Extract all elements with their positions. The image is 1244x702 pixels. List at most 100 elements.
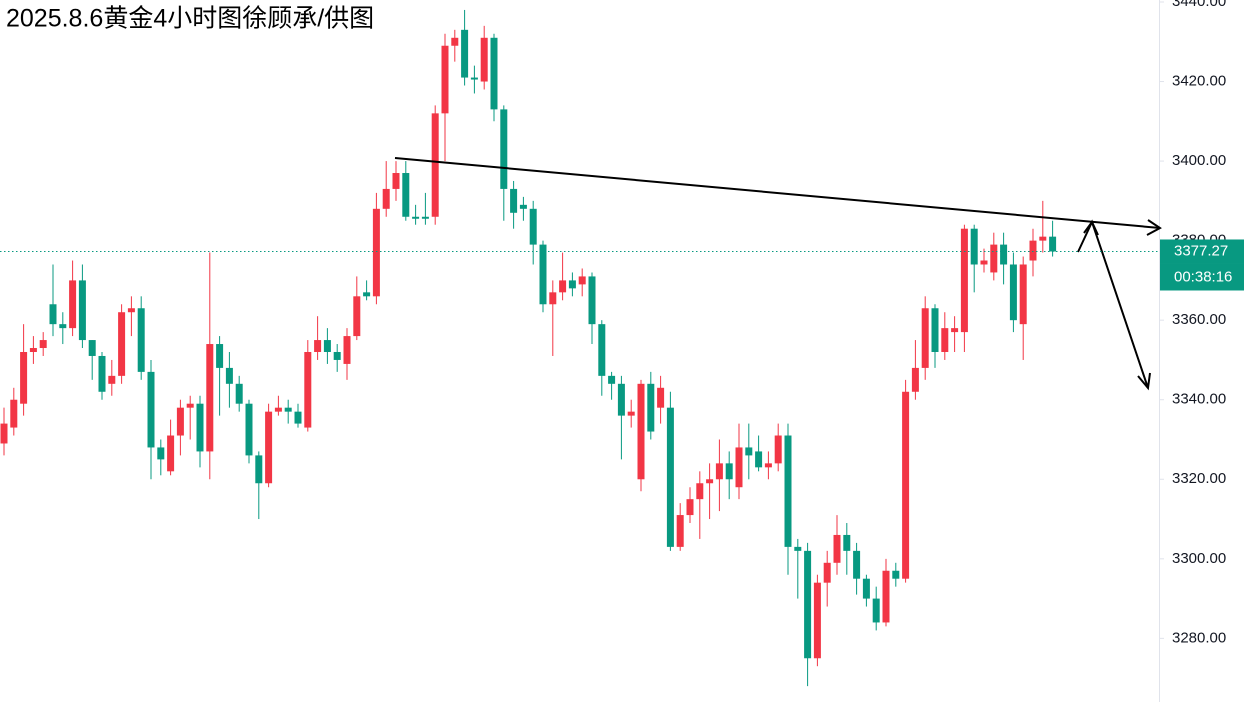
candle-body [647, 383, 655, 432]
candle-body [637, 383, 645, 480]
candle-body [725, 463, 733, 480]
candle-body [911, 367, 919, 392]
candle-body [902, 391, 910, 579]
candle-body [255, 455, 263, 484]
candle-body [1019, 264, 1027, 325]
candle-body [78, 280, 86, 341]
candle-body [343, 336, 351, 364]
candle-body [941, 328, 949, 352]
candle-body [20, 351, 28, 404]
candle-body [470, 77, 478, 80]
candle-body [157, 447, 165, 460]
candle-body [333, 351, 341, 360]
candle-body [980, 260, 988, 265]
candle-body [412, 216, 420, 219]
candle-body [304, 351, 312, 428]
candle-body [1009, 264, 1017, 321]
candle-body [921, 308, 929, 368]
candle-body [29, 348, 37, 352]
y-tick-label: 3420.00 [1172, 73, 1226, 90]
candle-body [490, 37, 498, 110]
candle-body [167, 435, 175, 472]
candle-body [137, 308, 145, 372]
candle-body [519, 204, 527, 209]
candle-body [274, 407, 282, 412]
candle-body [500, 109, 508, 189]
y-tick-label: 3340.00 [1172, 391, 1226, 408]
candle-body [764, 463, 772, 468]
candle-body [1049, 236, 1057, 252]
candle-body [657, 387, 665, 408]
trendline [394, 157, 1161, 229]
candle-body [706, 479, 714, 484]
candle-body [872, 598, 880, 623]
candle-body [735, 447, 743, 488]
candle-body [617, 383, 625, 416]
arrowhead-down [1137, 372, 1151, 391]
candle-body [833, 534, 841, 563]
candle-body [127, 308, 135, 313]
candle-body [265, 411, 273, 484]
candle-body [176, 407, 184, 436]
candle-body [98, 355, 106, 392]
candle-body [794, 546, 802, 551]
candle-body [10, 399, 18, 428]
candle-body [608, 375, 616, 384]
candle-body [892, 570, 900, 579]
y-tick-label: 3300.00 [1172, 550, 1226, 567]
candle-body [539, 244, 547, 305]
candle-body [392, 173, 400, 189]
candle-body [314, 340, 322, 352]
candle-body [372, 208, 380, 297]
candle-body [774, 435, 782, 464]
trendline-arrowhead [1146, 219, 1162, 236]
y-tick-label: 3280.00 [1172, 629, 1226, 646]
candle-body [1029, 240, 1037, 261]
candle-body [510, 188, 518, 213]
candle-body [627, 411, 635, 416]
candle-body [862, 578, 870, 599]
candle-body [676, 515, 684, 547]
candle-body [431, 113, 439, 217]
candle-body [402, 173, 410, 217]
candle-body [1000, 244, 1008, 265]
candle-body [353, 296, 361, 337]
candle-body [284, 407, 292, 412]
candle-body [235, 383, 243, 404]
candle-body [59, 324, 67, 329]
candle-body [323, 340, 331, 352]
candle-body [784, 435, 792, 547]
y-tick-label: 3320.00 [1172, 470, 1226, 487]
candle-body [88, 340, 96, 356]
candle-body [568, 280, 576, 289]
candle-body [970, 228, 978, 265]
candle-body [294, 411, 302, 424]
candle-body [245, 403, 253, 456]
candle-body [118, 312, 126, 376]
candle-body [696, 483, 704, 500]
candle-body [451, 37, 459, 46]
candle-body [69, 280, 77, 329]
current-price-box [1160, 239, 1244, 264]
candle-body [108, 375, 116, 384]
candle-body [990, 244, 998, 273]
arrowhead-up [1083, 220, 1099, 236]
candle-body [666, 407, 674, 547]
candle-body [363, 292, 371, 297]
candle-body [461, 29, 469, 78]
chart-title: 2025.8.6黄金4小时图徐顾承/供图 [6, 5, 374, 33]
candle-body [804, 550, 812, 659]
candle-body [882, 570, 890, 623]
countdown-box [1160, 263, 1244, 291]
candle-body [951, 328, 959, 333]
candle-body [686, 499, 694, 516]
y-tick-label: 3360.00 [1172, 311, 1226, 328]
candle-body [578, 276, 586, 285]
candle-body [529, 208, 537, 245]
countdown-label: 00:38:16 [1174, 268, 1232, 285]
candle-body [441, 45, 449, 114]
candle-body [931, 308, 939, 352]
